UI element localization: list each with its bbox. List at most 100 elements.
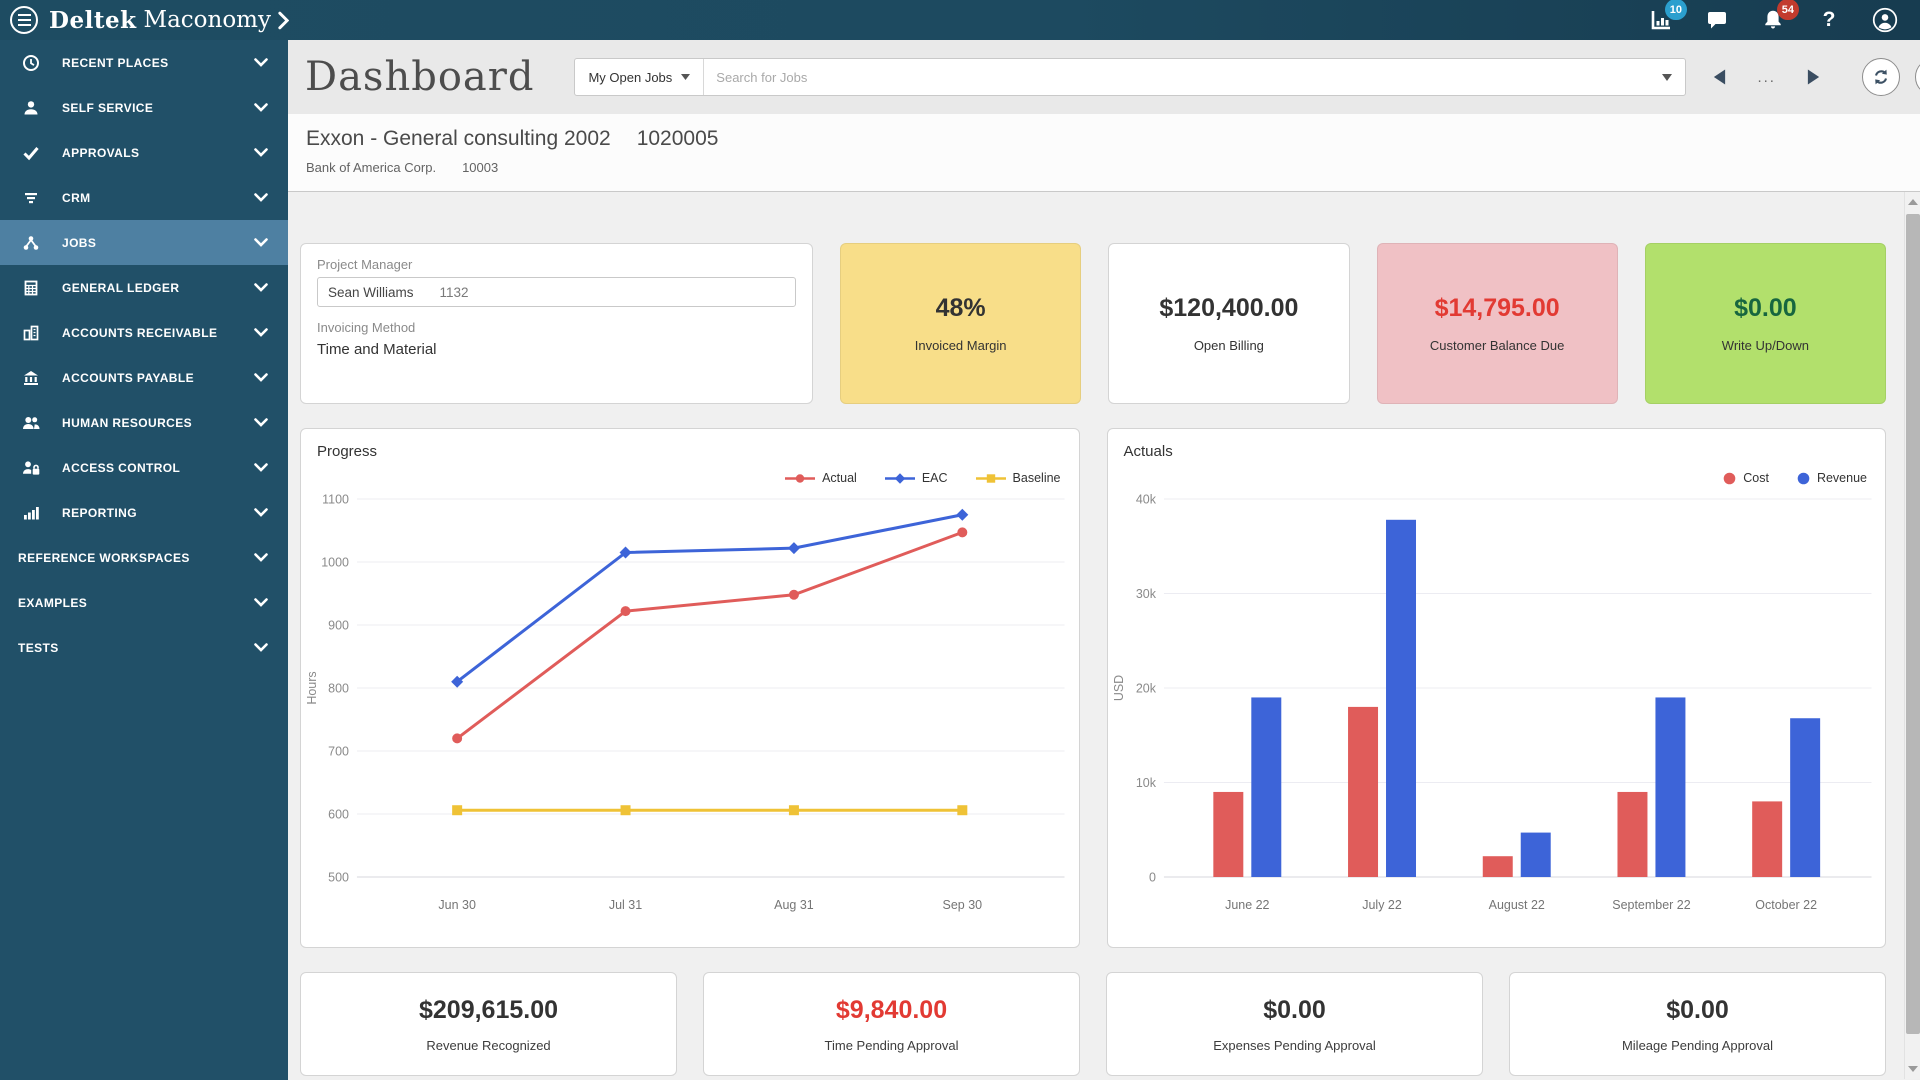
- pager-indicator: ...: [1757, 68, 1776, 86]
- kpi-label: Customer Balance Due: [1429, 338, 1565, 353]
- legend-item-cost: Cost: [1723, 471, 1769, 485]
- svg-text:USD: USD: [1111, 675, 1125, 701]
- sidebar-item-label: GENERAL LEDGER: [62, 280, 180, 295]
- page-title: Dashboard: [305, 54, 535, 100]
- svg-text:30k: 30k: [1135, 587, 1156, 601]
- sidebar-item-self-service[interactable]: SELF SERVICE: [0, 85, 288, 130]
- sidebar-item-reference-workspaces[interactable]: REFERENCE WORKSPACES: [0, 535, 288, 580]
- chevron-down-icon: [254, 373, 268, 382]
- progress-chart-card: Progress Actual EAC Baseline 500 600 700 800 9…: [300, 428, 1080, 948]
- chat-icon[interactable]: [1704, 7, 1730, 33]
- svg-text:Hours: Hours: [305, 671, 319, 704]
- kpi-card-open-billing: $120,400.00 Open Billing: [1108, 243, 1350, 404]
- summary-value: $0.00: [1263, 995, 1326, 1024]
- sidebar-item-crm[interactable]: CRM: [0, 175, 288, 220]
- project-info-card: Project Manager Sean Williams 1132 Invoi…: [300, 243, 813, 404]
- kpi-value: $0.00: [1734, 294, 1797, 322]
- sidebar-item-human-resources[interactable]: HUMAN RESOURCES: [0, 400, 288, 445]
- svg-text:July 22: July 22: [1362, 898, 1402, 912]
- search-dropdown-icon[interactable]: [1649, 73, 1685, 81]
- summary-value: $209,615.00: [418, 995, 559, 1024]
- search-input[interactable]: [704, 59, 1650, 95]
- svg-text:Jul 31: Jul 31: [609, 898, 642, 912]
- kpi-label: Open Billing: [1193, 338, 1264, 353]
- actuals-chart: 0 10k 20k 30k 40k USD June 22 July 22 August 22 S…: [1111, 492, 1872, 912]
- jobs-filter-value: My Open Jobs: [588, 69, 673, 85]
- summary-card-expenses-pending-approval: $0.00 Expenses Pending Approval: [1106, 972, 1483, 1076]
- svg-text:Sep 30: Sep 30: [943, 898, 983, 912]
- sidebar-item-label: ACCESS CONTROL: [62, 460, 181, 475]
- summary-card-revenue-recognized: $209,615.00 Revenue Recognized: [300, 972, 677, 1076]
- summary-value: $0.00: [1666, 995, 1729, 1024]
- arrow-right-icon: [1807, 69, 1820, 85]
- legend-swatch-icon: [785, 473, 816, 483]
- legend-item-revenue: Revenue: [1797, 471, 1867, 485]
- sidebar-item-accounts-payable[interactable]: ACCOUNTS PAYABLE: [0, 355, 288, 400]
- chevron-down-icon: [254, 463, 268, 472]
- kpi-value: 48%: [935, 294, 986, 322]
- svg-text:October 22: October 22: [1755, 898, 1817, 912]
- brand-product: Maconomy: [143, 7, 271, 33]
- sidebar-item-access-control[interactable]: ACCESS CONTROL: [0, 445, 288, 490]
- notifications-icon[interactable]: 54: [1760, 0, 1799, 33]
- sidebar-item-general-ledger[interactable]: GENERAL LEDGER: [0, 265, 288, 310]
- scrollbar-thumb[interactable]: [1906, 214, 1920, 1034]
- chevron-down-icon: [254, 58, 268, 67]
- sidebar-item-tests[interactable]: TESTS: [0, 625, 288, 670]
- svg-text:September 22: September 22: [1612, 898, 1690, 912]
- summary-label: Mileage Pending Approval: [1621, 1037, 1774, 1053]
- legend-item-eac: EAC: [884, 471, 948, 485]
- sidebar-item-recent-places[interactable]: RECENT PLACES: [0, 40, 288, 85]
- svg-text:20k: 20k: [1135, 681, 1156, 695]
- sidebar-item-approvals[interactable]: APPROVALS: [0, 130, 288, 175]
- kpi-card-write-up-down: $0.00 Write Up/Down: [1644, 243, 1886, 404]
- sidebar-item-label: REPORTING: [62, 505, 137, 520]
- people-icon: [0, 414, 62, 432]
- svg-text:0: 0: [1149, 870, 1156, 884]
- job-header: Exxon - General consulting 2002 1020005 B…: [288, 114, 1920, 192]
- jobs-filter-select[interactable]: My Open Jobs: [575, 59, 705, 95]
- person-icon: [0, 99, 62, 117]
- svg-text:Jun 30: Jun 30: [438, 898, 476, 912]
- top-bar: Deltek Maconomy 10 54?: [0, 0, 1920, 40]
- svg-text:10k: 10k: [1135, 776, 1156, 790]
- next-record-button[interactable]: [1806, 68, 1821, 86]
- menu-icon[interactable]: [10, 6, 38, 34]
- chevron-down-icon: [254, 283, 268, 292]
- previous-record-button[interactable]: [1712, 68, 1727, 86]
- list-view-button[interactable]: [1914, 58, 1920, 96]
- sidebar: RECENT PLACES SELF SERVICE APPROVALS CRM JOB…: [0, 40, 288, 1080]
- scroll-down-icon[interactable]: [1905, 1061, 1920, 1077]
- svg-text:700: 700: [328, 744, 349, 758]
- sidebar-item-label: CRM: [62, 190, 91, 205]
- chevron-down-icon: [254, 103, 268, 112]
- summary-label: Revenue Recognized: [426, 1037, 551, 1053]
- summary-card-time-pending-approval: $9,840.00 Time Pending Approval: [703, 972, 1080, 1076]
- hierarchy-icon: [0, 234, 62, 252]
- kpi-card-invoiced-margin: 48% Invoiced Margin: [840, 243, 1082, 404]
- stats-icon[interactable]: 10: [1648, 0, 1687, 33]
- sidebar-item-accounts-receivable[interactable]: ACCOUNTS RECEIVABLE: [0, 310, 288, 355]
- refresh-button[interactable]: [1861, 58, 1900, 96]
- user-avatar-icon[interactable]: [1872, 7, 1898, 33]
- legend-swatch-icon: [884, 472, 915, 484]
- sidebar-item-label: REFERENCE WORKSPACES: [18, 550, 190, 565]
- sidebar-item-jobs[interactable]: JOBS: [0, 220, 288, 265]
- legend-label: Baseline: [1012, 471, 1061, 485]
- sidebar-item-examples[interactable]: EXAMPLES: [0, 580, 288, 625]
- summary-label: Expenses Pending Approval: [1213, 1037, 1376, 1053]
- chevron-down-icon: [254, 418, 268, 427]
- dashboard-content: Project Manager Sean Williams 1132 Invoi…: [288, 192, 1920, 1079]
- svg-text:500: 500: [328, 870, 349, 884]
- bank-icon: [0, 369, 62, 387]
- scroll-up-icon[interactable]: [1905, 194, 1920, 210]
- project-manager-field[interactable]: Sean Williams 1132: [317, 277, 796, 307]
- project-manager-number: 1132: [439, 284, 469, 300]
- toolbar: Dashboard My Open Jobs ...: [288, 40, 1920, 114]
- sidebar-item-reporting[interactable]: REPORTING: [0, 490, 288, 535]
- buildings-icon: [0, 324, 62, 342]
- vertical-scrollbar: [1904, 192, 1920, 1079]
- help-icon[interactable]: ?: [1822, 8, 1836, 31]
- svg-text:900: 900: [328, 618, 349, 632]
- sidebar-item-label: EXAMPLES: [18, 595, 88, 610]
